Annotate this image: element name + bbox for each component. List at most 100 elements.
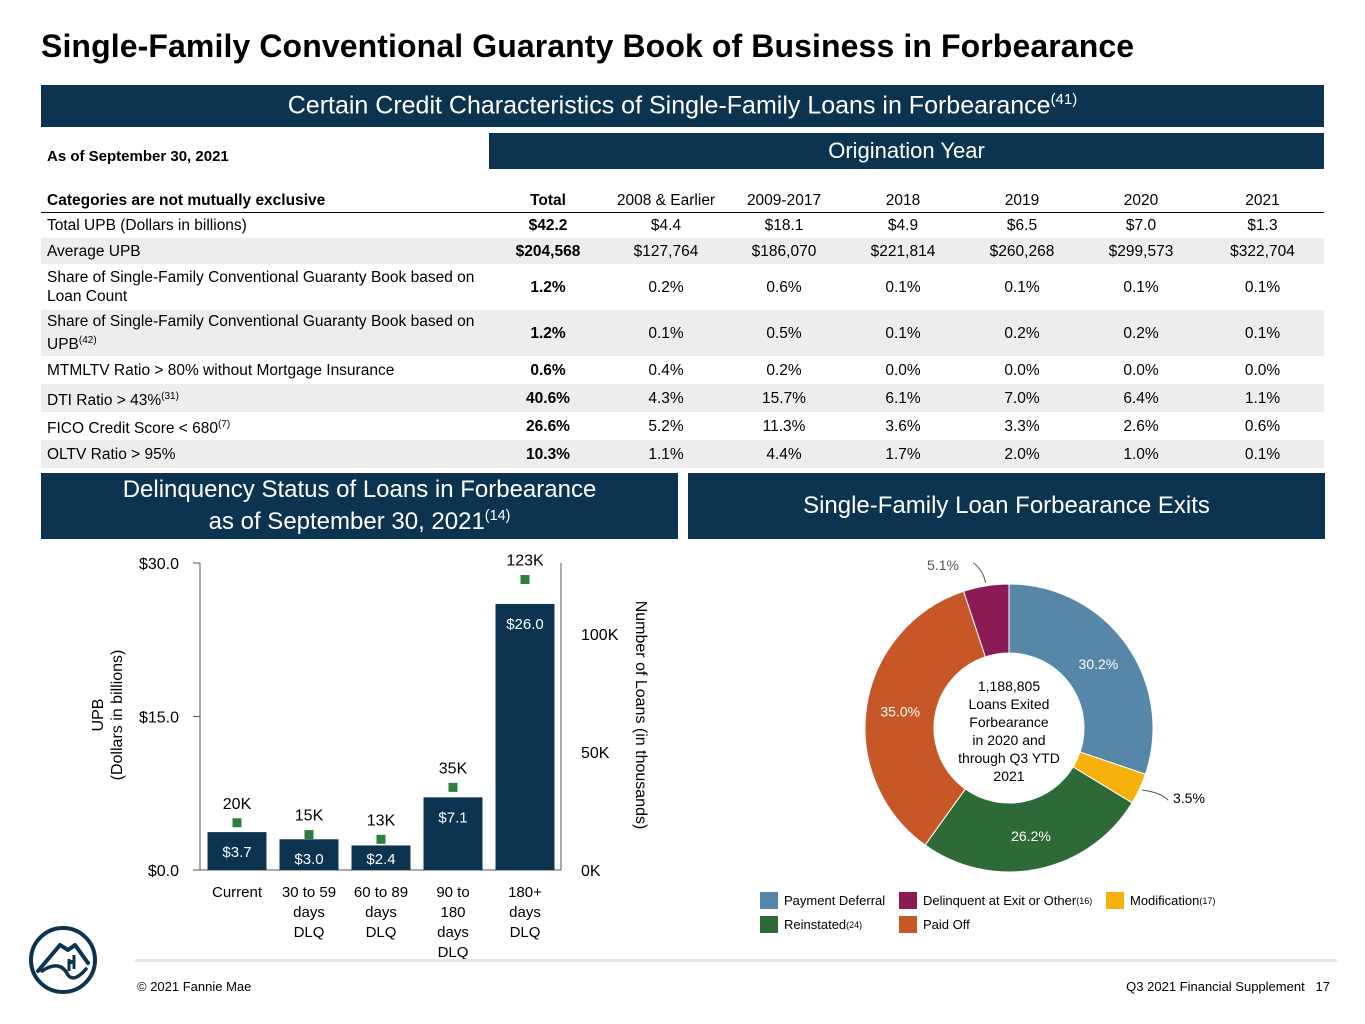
y-tick-label: $15.0 bbox=[139, 710, 179, 727]
bar-value-label: $26.0 bbox=[506, 616, 544, 633]
x-category-line: 180 bbox=[440, 904, 465, 921]
cell-total: 26.6% bbox=[526, 417, 570, 435]
row-note: (42) bbox=[78, 335, 97, 346]
table-row: Share of Single-Family Conventional Guar… bbox=[41, 310, 1324, 357]
row-label-text: Total UPB (Dollars in billions) bbox=[47, 216, 247, 234]
row-label-text: Share of Single-Family Conventional Guar… bbox=[47, 269, 475, 305]
donut-slice bbox=[924, 766, 1133, 873]
row-label: Share of Single-Family Conventional Guar… bbox=[41, 264, 489, 310]
bar-value-label: $2.4 bbox=[366, 851, 395, 868]
loan-count-marker bbox=[520, 575, 530, 585]
copyright: © 2021 Fannie Mae bbox=[137, 979, 252, 994]
cell-value: $127,764 bbox=[607, 238, 725, 264]
legend-item: Reinstated (24) bbox=[760, 916, 862, 933]
row-label-text: DTI Ratio > 43% bbox=[47, 391, 162, 409]
legend-swatch bbox=[760, 892, 778, 909]
cell-value: 0.1% bbox=[1123, 278, 1159, 296]
loan-count-label: 123K bbox=[506, 553, 544, 570]
cell-value: $299,573 bbox=[1081, 238, 1201, 264]
legend-swatch bbox=[1106, 892, 1124, 909]
cell-value: 6.4% bbox=[1081, 384, 1201, 413]
delinquency-title-line1: Delinquency Status of Loans in Forbearan… bbox=[122, 476, 597, 503]
legend-note: (17) bbox=[1199, 895, 1216, 906]
supplement-label: Q3 2021 Financial Supplement bbox=[1126, 979, 1305, 994]
cell-value: 5.2% bbox=[648, 417, 684, 435]
loan-count-label: 20K bbox=[223, 796, 252, 813]
legend-item: Payment Deferral bbox=[760, 892, 885, 909]
row-label-text: Average UPB bbox=[47, 242, 141, 260]
delinquency-title-line2: as of September 30, 2021 bbox=[208, 508, 485, 535]
origination-year-header: Origination Year bbox=[489, 133, 1324, 169]
credit-section-title: Certain Credit Characteristics of Single… bbox=[287, 91, 1051, 120]
donut-center-line: 1,188,805 bbox=[978, 678, 1040, 694]
bar bbox=[351, 845, 411, 870]
legend-label: Modification bbox=[1130, 893, 1200, 908]
donut-center-line: in 2020 and bbox=[972, 732, 1045, 748]
legend-item: Paid Off bbox=[899, 916, 970, 933]
cell-value: 0.4% bbox=[648, 361, 684, 379]
x-category-line: 30 to 59 bbox=[282, 884, 336, 901]
cell-value: $322,704 bbox=[1201, 238, 1324, 264]
row-note: (31) bbox=[161, 390, 179, 402]
loan-count-marker bbox=[376, 834, 386, 844]
row-label-text: FICO Credit Score < 680 bbox=[47, 419, 218, 437]
cell-total: 0.6% bbox=[530, 361, 566, 379]
cell-value: $221,814 bbox=[843, 238, 963, 264]
legend-item: Modification (17) bbox=[1106, 892, 1215, 909]
column-header: 2019 bbox=[963, 172, 1081, 213]
y-axis-label-line: UPB bbox=[90, 699, 107, 732]
table-header-row: Categories are not mutually exclusive To… bbox=[41, 172, 1324, 213]
x-category-line: 60 to 89 bbox=[354, 884, 408, 901]
loan-count-marker bbox=[448, 782, 458, 792]
footer-page-info: Q3 2021 Financial Supplement 17 bbox=[1126, 979, 1330, 994]
donut-center-line: 2021 bbox=[993, 768, 1024, 784]
cell-value: 0.6% bbox=[1244, 417, 1281, 435]
bar-value-label: $7.1 bbox=[438, 809, 467, 826]
cell-value: 0.0% bbox=[1244, 361, 1281, 379]
cell-value: 6.1% bbox=[843, 384, 963, 413]
cell-value: 1.1% bbox=[1201, 384, 1324, 413]
y-tick-label: $0.0 bbox=[148, 863, 179, 880]
x-category-label: 90 to 180 days DLQ bbox=[436, 884, 469, 961]
x-category-line: 180+ bbox=[508, 884, 542, 901]
table-row: Total UPB (Dollars in billions) $42.2 $4.4… bbox=[41, 212, 1324, 238]
slice-value-label: 26.2% bbox=[1011, 828, 1051, 844]
row-label: OLTV Ratio > 95% bbox=[41, 440, 489, 469]
cell-value: 11.3% bbox=[762, 417, 806, 435]
x-category-label: 30 to 59 days DLQ bbox=[282, 884, 336, 941]
x-category-line: days bbox=[509, 904, 541, 921]
bar bbox=[279, 839, 339, 870]
loan-count-label: 35K bbox=[439, 760, 468, 777]
donut-center-line: Forbearance bbox=[969, 714, 1049, 730]
cell-total: 1.2% bbox=[530, 278, 566, 296]
donut-slice bbox=[963, 583, 1010, 658]
x-category-line: DLQ bbox=[294, 924, 325, 941]
y-axis-label-line: (Dollars in billions) bbox=[109, 650, 126, 781]
bar bbox=[207, 832, 267, 870]
row-label: Average UPB bbox=[41, 238, 489, 264]
slice-value-label: 3.5% bbox=[1173, 790, 1205, 806]
row-label: FICO Credit Score < 680(7) bbox=[41, 412, 489, 440]
legend-note: (24) bbox=[846, 919, 863, 930]
legend-swatch bbox=[899, 916, 917, 933]
cell-value: $4.9 bbox=[887, 216, 919, 234]
row-label: MTMLTV Ratio > 80% without Mortgage Insu… bbox=[41, 356, 489, 384]
footer-divider bbox=[135, 959, 1337, 962]
x-category-line: days bbox=[293, 904, 325, 921]
cell-value: 1.1% bbox=[607, 440, 725, 469]
table-row: Share of Single-Family Conventional Guar… bbox=[41, 264, 1324, 310]
cell-value: $4.4 bbox=[650, 216, 682, 234]
credit-characteristics-table: Categories are not mutually exclusive To… bbox=[41, 172, 1324, 469]
column-header: 2020 bbox=[1081, 172, 1201, 213]
cell-value: 2.0% bbox=[963, 440, 1081, 469]
y2-tick-label: 0K bbox=[581, 863, 601, 880]
donut-slice bbox=[864, 590, 987, 846]
cell-total: $42.2 bbox=[528, 216, 568, 234]
row-label-text: OLTV Ratio > 95% bbox=[47, 445, 176, 463]
y2-tick-label: 100K bbox=[581, 627, 619, 644]
credit-section-note: (41) bbox=[1050, 91, 1078, 109]
y-tick-label: $30.0 bbox=[139, 556, 179, 573]
exits-section-header: Single-Family Loan Forbearance Exits bbox=[688, 473, 1325, 539]
row-label-text: Share of Single-Family Conventional Guar… bbox=[47, 313, 475, 354]
cell-value: 7.0% bbox=[963, 384, 1081, 413]
